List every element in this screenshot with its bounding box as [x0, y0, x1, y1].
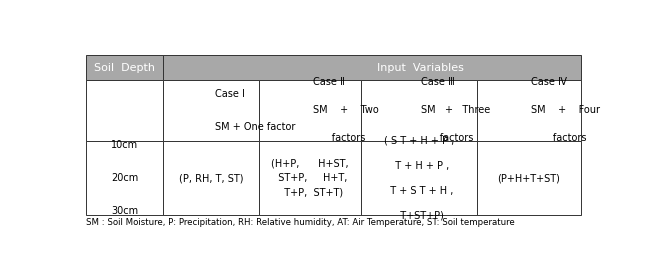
Bar	[163, 55, 581, 80]
Bar	[87, 141, 163, 215]
Bar	[361, 141, 477, 215]
Bar	[87, 80, 163, 141]
Text: ( S T + H + P ,

  T + H + P ,

  T + S T + H ,

  T+ST+P): ( S T + H + P , T + H + P , T + S T + H …	[384, 136, 454, 220]
Text: Case Ⅰ

SM + One factor: Case Ⅰ SM + One factor	[215, 89, 296, 132]
Bar	[260, 80, 361, 141]
Text: (P, RH, T, ST): (P, RH, T, ST)	[179, 173, 243, 183]
Bar	[477, 141, 581, 215]
Bar	[477, 80, 581, 141]
Text: 10cm

20cm

30cm: 10cm 20cm 30cm	[111, 140, 139, 216]
Text: (P+H+T+ST): (P+H+T+ST)	[497, 173, 561, 183]
Text: Case Ⅲ

SM   +   Three

      factors: Case Ⅲ SM + Three factors	[421, 77, 491, 144]
Bar	[87, 55, 163, 80]
Text: SM : Soil Moisture, P: Precipitation, RH: Relative humidity, AT: Air Temperature: SM : Soil Moisture, P: Precipitation, RH…	[87, 218, 515, 228]
Bar	[361, 80, 477, 141]
Bar	[163, 80, 260, 141]
Text: (H+P,      H+ST,
  ST+P,     H+T,
  T+P,  ST+T): (H+P, H+ST, ST+P, H+T, T+P, ST+T)	[271, 158, 349, 198]
Text: Case Ⅱ

SM    +    Two

      factors: Case Ⅱ SM + Two factors	[312, 77, 378, 144]
Text: Case Ⅳ

SM    +    Four

       factors: Case Ⅳ SM + Four factors	[531, 77, 600, 144]
Text: Soil  Depth: Soil Depth	[94, 63, 155, 73]
Bar	[163, 141, 260, 215]
Bar	[260, 141, 361, 215]
Text: Input  Variables: Input Variables	[377, 63, 464, 73]
